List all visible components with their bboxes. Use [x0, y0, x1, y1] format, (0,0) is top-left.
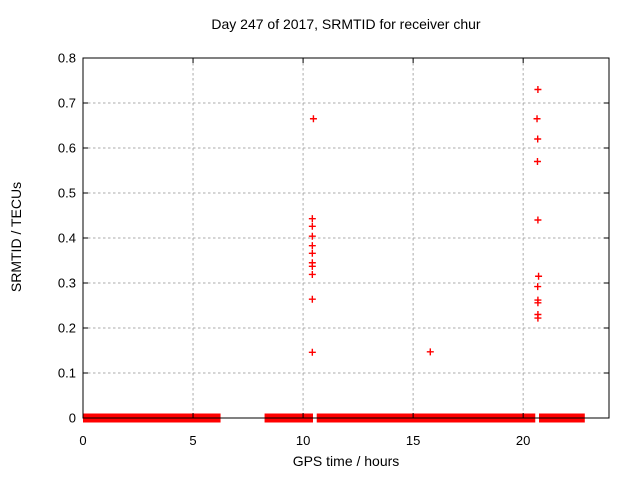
data-points	[308, 86, 543, 356]
chart-title: Day 247 of 2017, SRMTID for receiver chu…	[211, 16, 481, 32]
scatter-point	[308, 262, 316, 270]
scatter-point	[308, 242, 316, 250]
scatter-point	[533, 158, 541, 165]
scatter-point	[308, 222, 316, 230]
y-tick-label: 0.1	[58, 366, 76, 381]
x-tick-label: 20	[516, 433, 530, 448]
y-axis-label: SRMTID / TECUs	[8, 181, 24, 293]
scatter-point	[533, 115, 541, 123]
scatter-point	[534, 283, 542, 291]
scatter-point	[308, 215, 316, 223]
y-tick-label: 0.6	[58, 141, 76, 156]
scatter-point	[534, 314, 542, 322]
scatter-point	[308, 270, 316, 278]
scatter-point	[309, 115, 317, 123]
y-tick-label: 0.4	[58, 231, 76, 246]
scatter-point	[534, 135, 542, 143]
y-tick-label: 0.7	[58, 96, 76, 111]
scatter-point	[534, 216, 542, 224]
y-tick-label: 0	[69, 411, 76, 426]
scatter-point	[308, 232, 316, 240]
y-tick-label: 0.5	[58, 186, 76, 201]
scatter-point	[308, 295, 316, 303]
y-tick-labels: 0 0.1 0.2 0.3 0.4 0.5 0.6 0.7 0.8	[58, 51, 76, 426]
scatter-point	[308, 249, 316, 257]
scatter-point	[534, 86, 542, 93]
gridlines	[83, 58, 609, 418]
scatter-point	[308, 348, 316, 356]
y-tick-label: 0.8	[58, 51, 76, 66]
x-tick-label: 10	[296, 433, 310, 448]
y-tick-label: 0.2	[58, 321, 76, 336]
y-tick-label: 0.3	[58, 276, 76, 291]
x-tick-label: 15	[406, 433, 420, 448]
scatter-point	[535, 272, 543, 280]
axis-ticks	[82, 57, 609, 419]
scatter-point	[426, 348, 434, 356]
x-axis-label: GPS time / hours	[292, 453, 400, 469]
x-tick-labels: 0 5 10 15 20	[79, 433, 530, 448]
scatter-point	[534, 299, 542, 307]
x-tick-label: 0	[79, 433, 86, 448]
x-tick-label: 5	[189, 433, 196, 448]
